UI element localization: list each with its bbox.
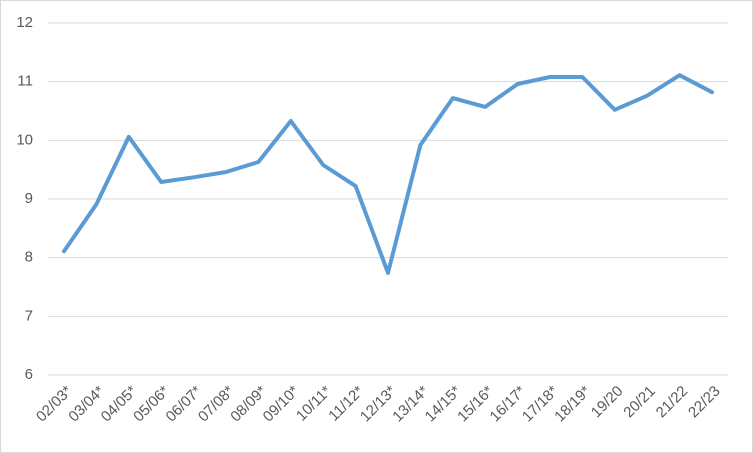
y-tick-label: 6 (25, 366, 33, 383)
y-tick-label: 12 (16, 14, 33, 31)
data-line (62, 73, 714, 275)
y-tick-label: 8 (25, 249, 33, 266)
y-tick-label: 10 (16, 131, 33, 148)
y-tick-label: 11 (17, 73, 33, 90)
y-tick-label: 9 (25, 190, 33, 207)
y-tick-label: 7 (25, 307, 33, 324)
